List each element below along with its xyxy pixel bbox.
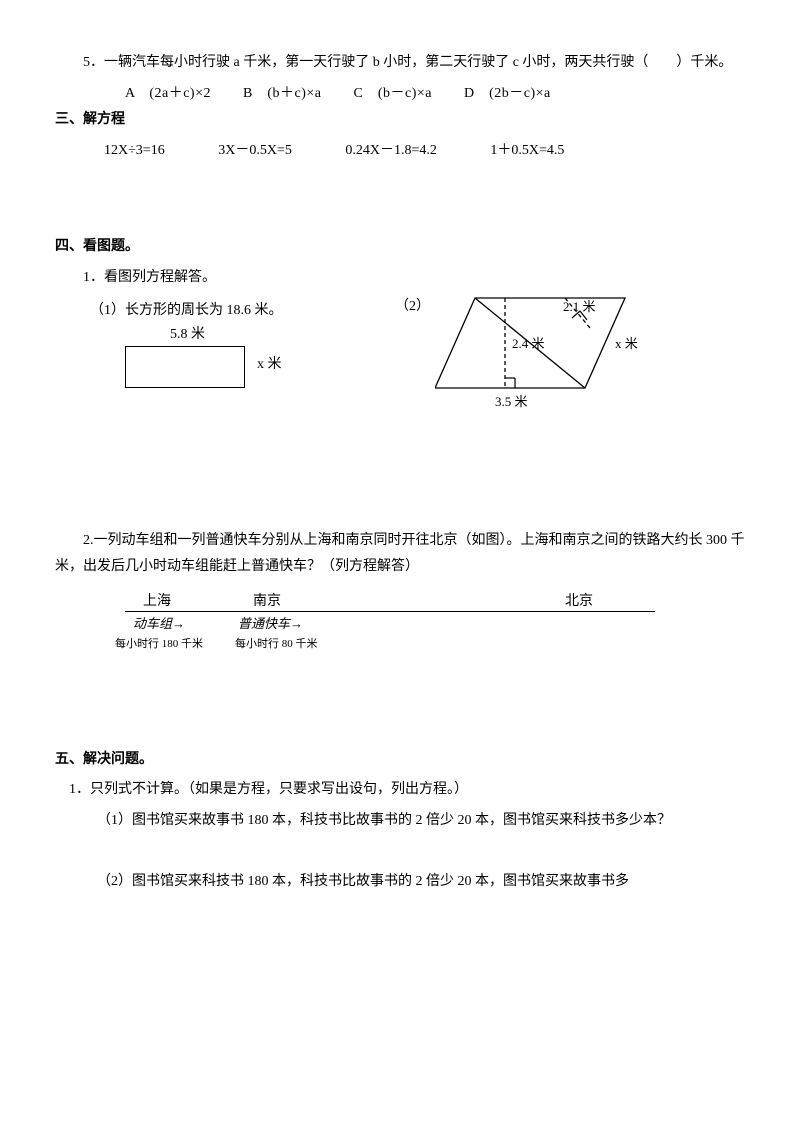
- option-d: D (2b－c)×a: [464, 86, 551, 101]
- fig2-label-a: 2.1 米: [563, 299, 596, 314]
- arrow-icon-1: →: [172, 616, 185, 631]
- eq-1: 12X÷3=16: [104, 138, 165, 165]
- figure-2: （2） 2.1 米 2.4 米 x 米 3.5 米: [395, 298, 695, 438]
- eq-4: 1＋0.5X=4.5: [490, 138, 564, 165]
- section-4-q2: 2.一列动车组和一列普通快车分别从上海和南京同时开往北京（如图）。上海和南京之间…: [55, 528, 745, 581]
- section-5-q1-2: （2）图书馆买来科技书 180 本，科技书比故事书的 2 倍少 20 本，图书馆…: [55, 869, 745, 896]
- section-4-title: 四、看图题。: [55, 234, 745, 261]
- fig2-label-b: 2.4 米: [512, 336, 545, 351]
- train-d1: 动车组: [133, 616, 172, 631]
- train-d2-wrap: 普通快车→: [238, 612, 303, 637]
- fig2-label-c: x 米: [615, 336, 638, 351]
- fig2-number: （2）: [395, 294, 430, 321]
- parallelogram-svg: 2.1 米 2.4 米 x 米 3.5 米: [435, 288, 655, 428]
- section-5-q1: 1．只列式不计算。（如果是方程，只要求写出设句，列出方程。）: [55, 777, 745, 804]
- eq-2: 3X－0.5X=5: [218, 138, 292, 165]
- fig2-label-d: 3.5 米: [495, 394, 528, 409]
- fig1-label-right: x 米: [257, 352, 282, 379]
- equations-row: 12X÷3=16 3X－0.5X=5 0.24X－1.8=4.2 1＋0.5X=…: [55, 138, 745, 165]
- option-c: C (b－c)×a: [354, 86, 433, 101]
- train-speed-1: 每小时行 180 千米: [115, 634, 203, 655]
- section-3-title: 三、解方程: [55, 107, 745, 134]
- figure-row: （1）长方形的周长为 18.6 米。 5.8 米 x 米 （2） 2.1 米 2…: [55, 298, 745, 438]
- question-5-text: 5．一辆汽车每小时行驶 a 千米，第一天行驶了 b 小时，第二天行驶了 c 小时…: [55, 50, 745, 77]
- arrow-icon-2: →: [290, 616, 303, 631]
- train-d2: 普通快车: [238, 616, 290, 631]
- question-5-options: A (2a＋c)×2 B (b＋c)×a C (b－c)×a D (2b－c)×…: [55, 81, 745, 108]
- option-a: A (2a＋c)×2: [125, 86, 211, 101]
- fig1-title: （1）长方形的周长为 18.6 米。: [55, 298, 385, 325]
- eq-3: 0.24X－1.8=4.2: [345, 138, 437, 165]
- figure-1: （1）长方形的周长为 18.6 米。 5.8 米 x 米: [55, 298, 385, 389]
- fig1-label-top: 5.8 米: [170, 322, 205, 349]
- section-5-q1-1: （1）图书馆买来故事书 180 本，科技书比故事书的 2 倍少 20 本，图书馆…: [55, 808, 745, 835]
- train-diagram: 上海 南京 北京 动车组→ 普通快车→ 每小时行 180 千米 每小时行 80 …: [125, 589, 685, 652]
- section-5-title: 五、解决问题。: [55, 747, 745, 774]
- train-speed-2: 每小时行 80 千米: [235, 634, 318, 655]
- train-d1-wrap: 动车组→: [133, 612, 185, 637]
- fig1-rectangle: [125, 346, 245, 388]
- option-b: B (b＋c)×a: [243, 86, 322, 101]
